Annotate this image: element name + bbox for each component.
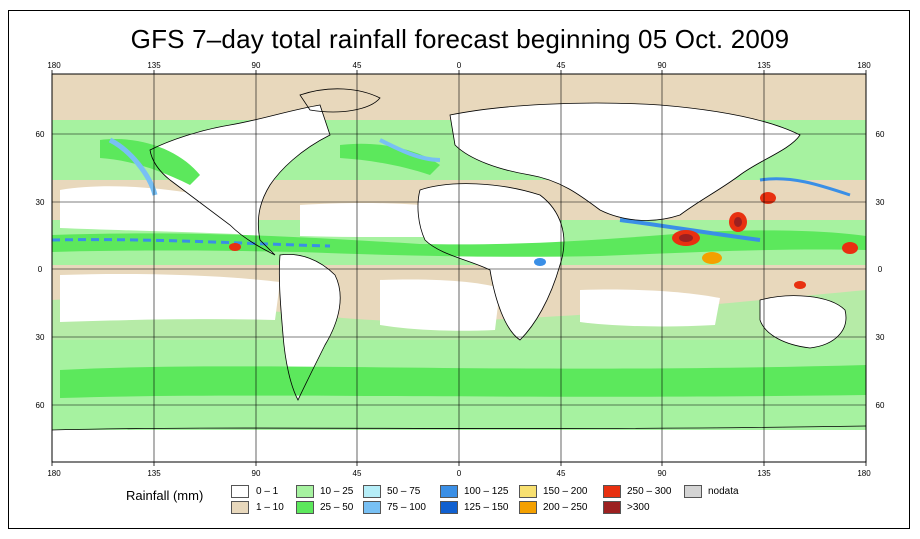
- legend-label: 200 – 250: [543, 502, 588, 513]
- left-lat-labels: 60 30 0 30 60: [36, 130, 45, 410]
- legend-label: 1 – 10: [256, 502, 284, 513]
- legend-swatch: [231, 485, 249, 498]
- right-lat-label: 30: [876, 198, 885, 207]
- legend-label: 150 – 200: [543, 486, 588, 497]
- eurasia: [450, 103, 800, 221]
- south-pacific-dry: [60, 273, 280, 322]
- left-lat-label: 60: [36, 401, 45, 410]
- legend-label: nodata: [708, 486, 739, 497]
- central-america-storm: [229, 243, 241, 251]
- legend-label: 75 – 100: [387, 502, 426, 513]
- bottom-lon-label: 135: [757, 469, 771, 478]
- africa: [417, 183, 564, 340]
- figure-frame: [8, 10, 910, 529]
- left-lat-label: 30: [36, 198, 45, 207]
- top-lon-label: 90: [252, 61, 261, 70]
- legend-swatch: [519, 501, 537, 514]
- southern-storm-track: [60, 365, 866, 398]
- legend-swatch: [603, 485, 621, 498]
- top-lon-label: 135: [757, 61, 771, 70]
- bay-of-bengal-core: [679, 234, 693, 242]
- west-pacific-storm: [842, 242, 858, 254]
- legend-swatch: [440, 485, 458, 498]
- south-indian-dry: [580, 289, 720, 327]
- bottom-lon-label: 0: [457, 469, 462, 478]
- bottom-lon-label: 180: [857, 469, 871, 478]
- legend-label: 50 – 75: [387, 486, 421, 497]
- left-lat-label: 0: [38, 265, 43, 274]
- borneo-storm: [702, 252, 722, 264]
- philippines-core: [734, 217, 742, 227]
- map-title: GFS 7–day total rainfall forecast beginn…: [130, 24, 790, 54]
- legend-swatch: [363, 485, 381, 498]
- legend-swatch: [296, 485, 314, 498]
- japan-front: [759, 177, 851, 197]
- right-lat-label: 30: [876, 333, 885, 342]
- indian-monsoon: [619, 218, 761, 242]
- top-lon-label: 180: [47, 61, 61, 70]
- legend-swatch: [440, 501, 458, 514]
- right-lat-label: 60: [876, 401, 885, 410]
- legend-swatch: [363, 501, 381, 514]
- south-subtropic-rain: [52, 290, 866, 340]
- north-atlantic-storm: [340, 143, 440, 175]
- tick-marks: [51, 70, 867, 466]
- legend-label: 0 – 1: [256, 486, 279, 497]
- bottom-lon-label: 45: [353, 469, 362, 478]
- top-lon-label: 180: [857, 61, 871, 70]
- legend-label: 100 – 125: [464, 486, 509, 497]
- legend-label: >300: [627, 502, 650, 513]
- new-guinea-storm: [794, 281, 806, 289]
- bottom-lon-label: 45: [557, 469, 566, 478]
- graticule: [52, 74, 866, 462]
- bottom-lon-label: 180: [47, 469, 61, 478]
- coastlines: [52, 88, 866, 431]
- south-america: [279, 254, 341, 400]
- legend-swatch: [296, 501, 314, 514]
- top-lon-labels: 180 135 90 45 0 45 90 135 180: [47, 61, 871, 70]
- legend-swatch: [519, 485, 537, 498]
- north-america: [150, 105, 330, 255]
- congo-rain: [534, 258, 546, 266]
- bottom-lon-label: 90: [658, 469, 667, 478]
- legend-label: 125 – 150: [464, 502, 509, 513]
- bottom-lon-label: 90: [252, 469, 261, 478]
- pacific-front: [108, 137, 158, 196]
- right-lat-label: 60: [876, 130, 885, 139]
- legend-title: Rainfall (mm): [126, 488, 204, 503]
- right-lat-labels: 60 30 0 30 60: [876, 130, 885, 410]
- top-lon-label: 90: [658, 61, 667, 70]
- itcz-moderate: [52, 230, 866, 257]
- legend-swatch: [603, 501, 621, 514]
- left-lat-label: 30: [36, 333, 45, 342]
- itcz-heavy: [52, 238, 331, 248]
- legend-swatch: [684, 485, 702, 498]
- left-lat-label: 60: [36, 130, 45, 139]
- top-lon-label: 45: [353, 61, 362, 70]
- bottom-lon-labels: 180 135 90 45 0 45 90 135 180: [47, 469, 871, 478]
- rainfall-field: [52, 74, 866, 462]
- legend-label: 250 – 300: [627, 486, 672, 497]
- right-lat-label: 0: [878, 265, 883, 274]
- bottom-lon-label: 135: [147, 469, 161, 478]
- atlantic-front: [379, 138, 441, 162]
- legend-label: 10 – 25: [320, 486, 354, 497]
- south-atlantic-dry: [380, 279, 500, 331]
- legend-label: 25 – 50: [320, 502, 354, 513]
- australia: [760, 295, 846, 348]
- top-lon-label: 45: [557, 61, 566, 70]
- top-lon-label: 135: [147, 61, 161, 70]
- top-lon-label: 0: [457, 61, 462, 70]
- legend-swatch: [231, 501, 249, 514]
